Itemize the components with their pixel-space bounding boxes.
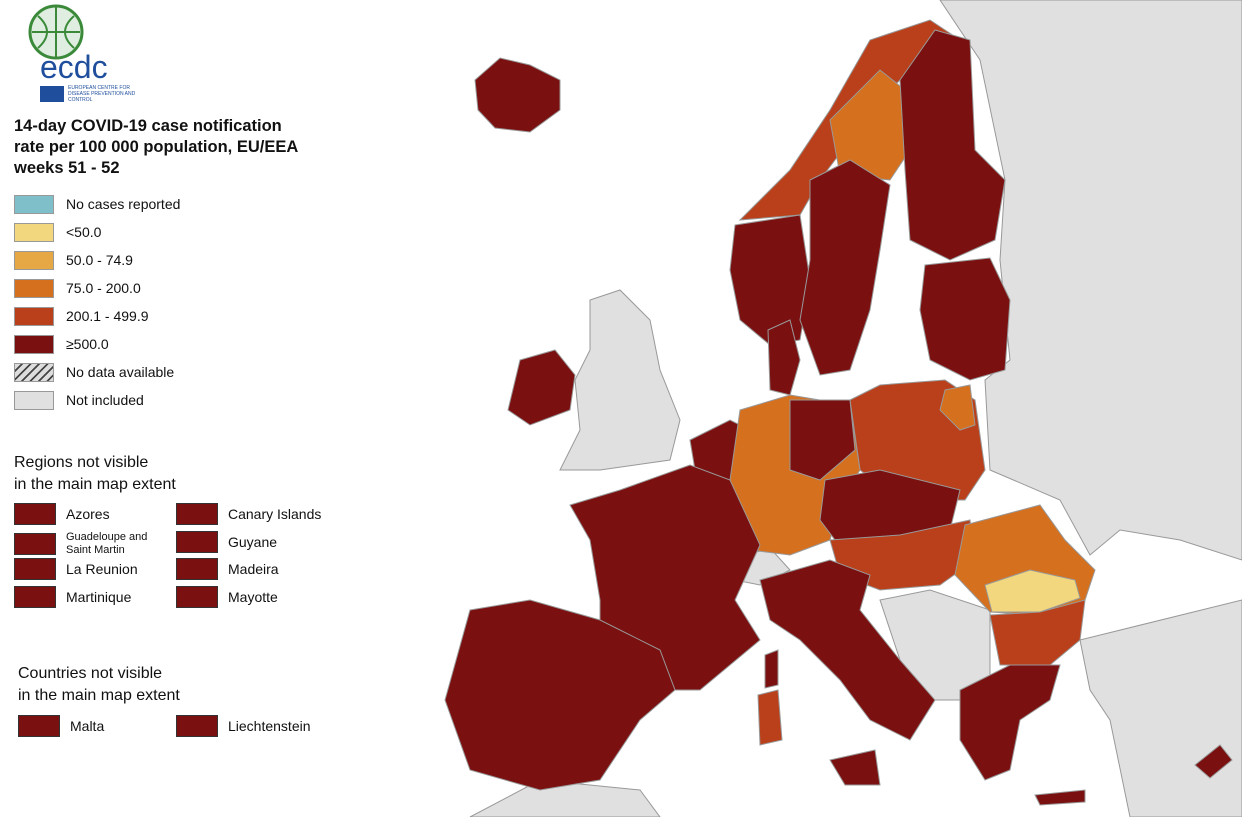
title-line: rate per 100 000 population, EU/EEA: [14, 138, 299, 156]
logo-subtitle: EUROPEAN CENTRE FOR DISEASE PREVENTION A…: [68, 85, 136, 103]
corsica: [764, 649, 779, 689]
legend-label: Not included: [66, 392, 144, 408]
iceland: [474, 57, 561, 133]
region-label: Madeira: [228, 561, 279, 577]
region-label: Guadeloupe and Saint Martin: [66, 530, 148, 556]
region-swatch: [14, 532, 56, 555]
legend-item: 200.1 - 499.9: [14, 302, 180, 330]
not-included: [939, 0, 1242, 561]
title-line: weeks 51 - 52: [14, 159, 120, 177]
legend-label: 50.0 - 74.9: [66, 252, 133, 268]
denmark: [767, 319, 801, 396]
not-included: [559, 289, 681, 471]
sweden: [799, 159, 891, 376]
not-included: [469, 779, 661, 817]
region-item: Guadeloupe and Saint Martin: [14, 531, 166, 557]
side-panel: ecdc EUROPEAN CENTRE FOR DISEASE PREVENT…: [0, 0, 360, 817]
region-item: Azores: [14, 503, 110, 525]
map-regions: [444, 0, 1242, 817]
norway-south: [729, 214, 811, 346]
legend-item: 75.0 - 200.0: [14, 274, 180, 302]
country-label: Liechtenstein: [228, 718, 311, 734]
country-swatch: [176, 715, 218, 737]
legend-swatch: [14, 250, 54, 270]
crete: [1034, 789, 1086, 806]
legend: No cases reported <50.0 50.0 - 74.9 75.0 - …: [14, 190, 180, 414]
region-swatch: [176, 558, 218, 580]
region-label: Azores: [66, 506, 110, 522]
region-label: Canary Islands: [228, 506, 322, 522]
region-item: Guyane: [176, 530, 278, 553]
legend-item: No cases reported: [14, 190, 180, 218]
legend-item: 50.0 - 74.9: [14, 246, 180, 274]
region-item: Mayotte: [176, 585, 278, 608]
sardinia: [757, 689, 783, 746]
baltics: [919, 257, 1011, 381]
legend-label: ≥500.0: [66, 336, 109, 352]
region-label: La Reunion: [66, 561, 138, 577]
countries-heading: Countries not visible in the main map ext…: [18, 663, 180, 707]
legend-swatch: [14, 390, 54, 410]
regions-heading: Regions not visible in the main map exten…: [14, 452, 176, 496]
sicily: [829, 749, 881, 786]
heading-line: in the main map extent: [18, 687, 180, 704]
region-item: Canary Islands: [176, 503, 321, 525]
heading-line: in the main map extent: [14, 476, 176, 493]
legend-item: Not included: [14, 386, 180, 414]
logo-acronym: ecdc: [40, 49, 108, 85]
legend-swatch: [14, 362, 54, 382]
germany-east: [789, 399, 856, 481]
legend-swatch: [14, 222, 54, 242]
region-swatch: [14, 503, 56, 525]
legend-label: No cases reported: [66, 196, 181, 212]
heading-line: Countries not visible: [18, 665, 163, 682]
country-label: Malta: [70, 718, 105, 734]
legend-label: <50.0: [66, 224, 102, 240]
legend-label: 200.1 - 499.9: [66, 308, 149, 324]
legend-swatch: [14, 334, 54, 354]
map-title: 14-day COVID-19 case notification rate pe…: [14, 116, 298, 179]
legend-label: No data available: [66, 364, 175, 380]
cyprus: [1194, 744, 1233, 779]
region-label: Martinique: [66, 588, 132, 605]
region-swatch: [176, 503, 218, 525]
legend-swatch: [14, 194, 54, 214]
region-label: Guyane: [228, 533, 278, 550]
country-item: Malta: [18, 715, 104, 737]
bulgaria: [989, 599, 1086, 666]
region-item: Martinique: [14, 585, 132, 608]
greece: [959, 664, 1061, 781]
region-swatch: [176, 585, 218, 608]
heading-line: Regions not visible: [14, 454, 149, 471]
legend-item: ≥500.0: [14, 330, 180, 358]
poland-east: [939, 384, 976, 431]
ireland: [507, 349, 576, 426]
legend-item: No data available: [14, 358, 180, 386]
region-swatch: [14, 558, 56, 580]
legend-item: <50.0: [14, 218, 180, 246]
title-line: 14-day COVID-19 case notification: [14, 117, 282, 135]
region-label: Mayotte: [228, 588, 278, 605]
logo: ecdc EUROPEAN CENTRE FOR DISEASE PREVENT…: [28, 4, 136, 103]
legend-swatch: [14, 306, 54, 326]
finland: [899, 29, 1006, 261]
country-swatch: [18, 715, 60, 737]
not-included: [1079, 599, 1242, 817]
italy: [759, 559, 936, 741]
legend-label: 75.0 - 200.0: [66, 280, 141, 296]
region-item: Madeira: [176, 558, 279, 580]
romania-south: [984, 569, 1081, 613]
region-swatch: [176, 530, 218, 553]
region-item: La Reunion: [14, 558, 138, 580]
region-swatch: [14, 585, 56, 608]
iberia: [444, 599, 676, 791]
legend-swatch: [14, 278, 54, 298]
country-item: Liechtenstein: [176, 715, 311, 737]
